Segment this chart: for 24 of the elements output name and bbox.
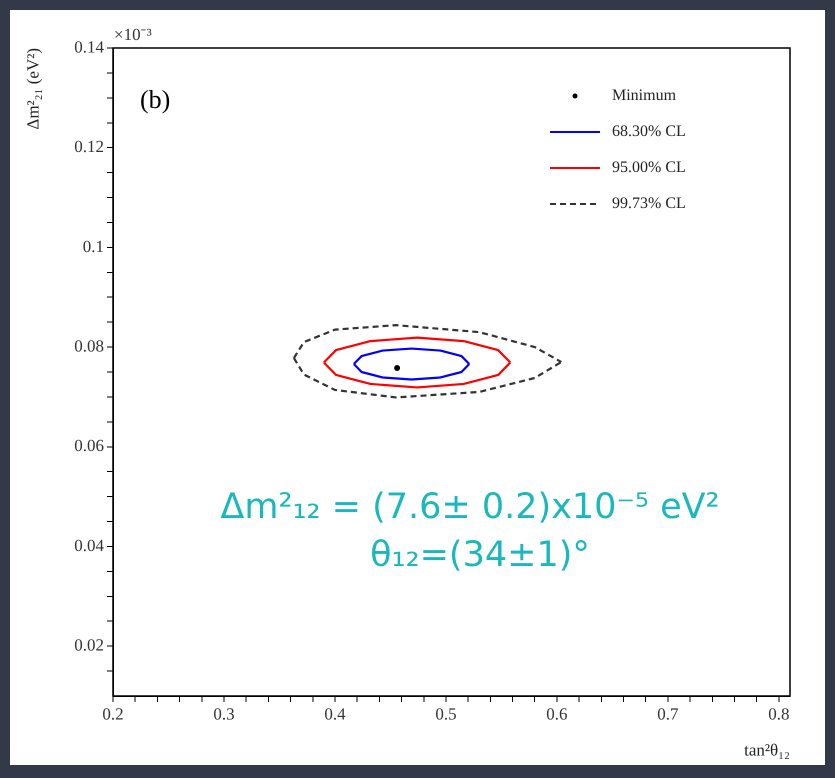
x-tick-label: 0.7 — [657, 704, 680, 724]
y-tick-label: 0.1 — [82, 236, 104, 256]
legend-label: 95.00% CL — [612, 159, 686, 176]
x-axis-title: tan²θ₁₂ — [744, 740, 790, 760]
y-tick-label: 0.06 — [74, 436, 104, 456]
annotation: Δm²₁₂ = (7.6± 0.2)x10⁻⁵ eV² — [220, 487, 720, 527]
text: ×10⁻³ — [114, 25, 152, 44]
legend-label: Minimum — [612, 87, 677, 104]
y-tick-label: 0.04 — [74, 536, 104, 555]
x-tick-label: 0.5 — [435, 704, 457, 724]
y-tick-label: 0.08 — [74, 336, 104, 356]
x-tick-label: 0.2 — [102, 704, 124, 724]
x-tick-label: 0.8 — [768, 704, 790, 724]
x-tick-label: 0.4 — [324, 704, 346, 724]
legend-label: 99.73% CL — [612, 195, 686, 212]
x-tick-label: 0.3 — [213, 704, 235, 724]
annotation: θ₁₂=(34±1)° — [370, 535, 590, 575]
y-tick-label: 0.14 — [74, 37, 104, 56]
x-tick-label: 0.6 — [546, 704, 568, 724]
annotation: (b) — [140, 85, 170, 114]
legend-label: 68.30% CL — [612, 123, 686, 140]
y-tick-label: 0.12 — [74, 137, 104, 156]
y-axis-title: Δm²₂₁ (eV²) — [24, 48, 43, 130]
y-tick-label: 0.02 — [74, 636, 104, 655]
